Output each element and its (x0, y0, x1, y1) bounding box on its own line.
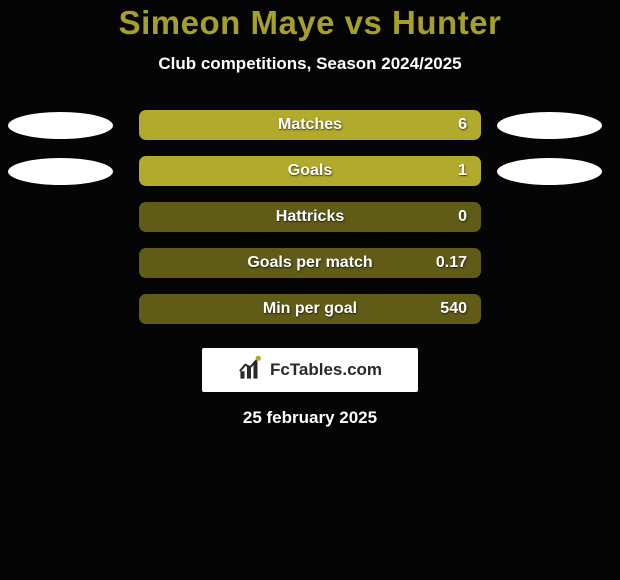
page-title: Simeon Maye vs Hunter (0, 4, 620, 42)
stat-label: Hattricks (276, 208, 344, 226)
attribution-box: FcTables.com (202, 348, 418, 392)
stat-value: 6 (458, 116, 467, 134)
avatar-ellipse-right (497, 158, 602, 185)
page-subtitle: Club competitions, Season 2024/2025 (0, 54, 620, 74)
stat-value: 0 (458, 208, 467, 226)
stat-row: Min per goal 540 (0, 294, 620, 324)
stat-row: Goals per match 0.17 (0, 248, 620, 278)
stat-row: Matches 6 (0, 110, 620, 140)
stat-bar: Goals 1 (139, 156, 481, 186)
attribution-text: FcTables.com (270, 360, 382, 380)
stat-bar: Min per goal 540 (139, 294, 481, 324)
avatar-ellipse-left (8, 112, 113, 139)
stat-rows: Matches 6 Goals 1 Hattricks 0 Goals per match 0… (0, 110, 620, 324)
stat-label: Goals per match (247, 254, 372, 272)
stat-row: Hattricks 0 (0, 202, 620, 232)
stat-bar: Goals per match 0.17 (139, 248, 481, 278)
content-wrapper: Simeon Maye vs Hunter Club competitions,… (0, 0, 620, 428)
date-label: 25 february 2025 (0, 408, 620, 428)
stat-label: Min per goal (263, 300, 357, 318)
stat-row: Goals 1 (0, 156, 620, 186)
avatar-ellipse-left (8, 158, 113, 185)
stat-bar: Hattricks 0 (139, 202, 481, 232)
stat-label: Matches (278, 116, 342, 134)
stat-value: 0.17 (436, 254, 467, 272)
stat-label: Goals (288, 162, 332, 180)
stat-value: 540 (440, 300, 467, 318)
stat-value: 1 (458, 162, 467, 180)
avatar-ellipse-right (497, 112, 602, 139)
attribution-logo-icon (238, 355, 264, 386)
stat-bar: Matches 6 (139, 110, 481, 140)
